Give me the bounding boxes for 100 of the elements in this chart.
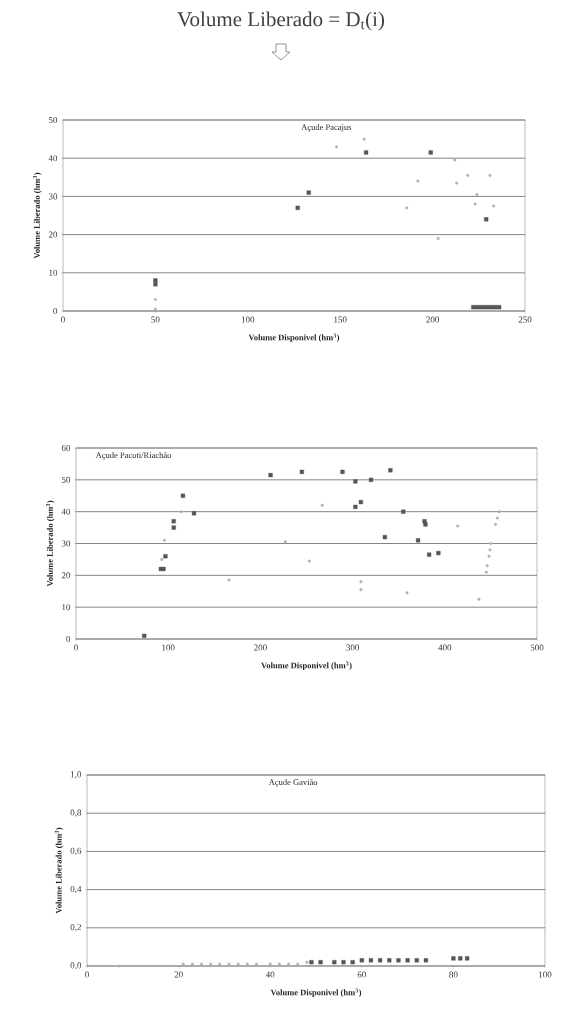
point	[474, 305, 480, 310]
point	[488, 173, 492, 177]
x-axis-title: Volume Disponivel (hm$^{3}$)	[248, 333, 340, 343]
y-tick-label: 1,0	[71, 771, 82, 779]
point	[456, 524, 460, 528]
point	[484, 570, 488, 574]
point	[493, 305, 498, 310]
point	[473, 202, 477, 206]
point	[485, 305, 491, 310]
point	[163, 554, 168, 559]
point	[191, 511, 197, 516]
x-tick-label: 250	[518, 316, 532, 323]
x-tick-label: 50	[151, 316, 160, 323]
point	[388, 468, 393, 473]
y-tick-label: 20	[61, 572, 71, 579]
point	[422, 519, 427, 524]
point	[405, 206, 409, 210]
point	[179, 510, 183, 514]
x-tick-label: 100	[241, 316, 255, 323]
chart-title: Volume Liberado = D$_{t}$(i)	[177, 11, 385, 31]
point	[489, 542, 493, 546]
point	[477, 597, 481, 601]
y-tick-label: 20	[48, 231, 58, 238]
point	[488, 548, 492, 552]
point	[415, 538, 421, 543]
point	[153, 282, 158, 287]
y-tick-label: 10	[62, 604, 71, 611]
x-tick-label: 40	[265, 971, 275, 978]
point	[478, 305, 483, 310]
y-tick-label: 0,0	[70, 962, 82, 970]
point	[455, 181, 459, 185]
point	[307, 559, 311, 563]
point	[268, 472, 273, 478]
x-axis-title: Volume Disponivel (hm$^{3}$)	[270, 988, 362, 998]
x-tick-label: 60	[357, 971, 366, 978]
y-tick-label: 30	[48, 193, 58, 200]
point	[363, 150, 369, 155]
point	[358, 500, 363, 505]
annotation: Açude Gavião	[268, 779, 318, 787]
y-axis-title: Volume Liberado (hm$^{3}$)	[46, 500, 55, 587]
point	[359, 580, 363, 584]
point	[153, 278, 158, 283]
x-tick-label: 80	[449, 971, 458, 978]
point	[405, 591, 409, 595]
y-tick-label: 0	[53, 307, 58, 315]
point	[401, 509, 406, 514]
x-tick-label: 300	[346, 644, 360, 651]
point	[416, 179, 420, 183]
point	[161, 566, 166, 572]
x-tick-label: 100	[162, 644, 175, 651]
x-tick-label: 400	[438, 644, 452, 651]
y-tick-label: 10	[49, 269, 58, 276]
point	[227, 578, 231, 582]
point	[495, 516, 499, 520]
point	[299, 469, 304, 474]
y-tick-label: 30	[61, 540, 71, 547]
y-axis-title: Volume Liberado (hm$^{3}$)	[54, 827, 64, 914]
point	[163, 538, 167, 542]
y-tick-label: 0,2	[70, 924, 81, 932]
point	[475, 192, 479, 196]
y-axis-title: Volume Liberado (hm$^{3}$)	[33, 172, 42, 259]
point	[171, 525, 176, 530]
point	[497, 510, 501, 514]
x-tick-label: 100	[539, 971, 552, 978]
point	[153, 298, 157, 302]
y-tick-label: 60	[61, 444, 71, 452]
x-tick-label: 20	[174, 971, 183, 978]
point	[428, 150, 433, 155]
point	[353, 504, 358, 509]
point	[489, 305, 494, 310]
point	[180, 493, 186, 498]
point	[283, 540, 287, 544]
x-tick-label: 500	[530, 644, 544, 651]
point	[382, 535, 387, 540]
point	[362, 137, 366, 141]
x-tick-label: 200	[254, 644, 267, 651]
y-tick-label: 40	[61, 508, 71, 515]
x-axis-title: Volume Disponivel (hm$^{3}$)	[261, 661, 352, 671]
y-tick-label: 50	[48, 116, 58, 124]
point	[466, 173, 470, 177]
point	[436, 236, 440, 240]
point	[492, 204, 496, 208]
point	[485, 564, 489, 568]
y-tick-label: 0	[66, 635, 71, 643]
point	[436, 550, 441, 556]
point	[153, 307, 157, 311]
point	[295, 205, 300, 210]
y-tick-label: 0,8	[70, 809, 82, 817]
x-tick-label: 0	[85, 971, 89, 978]
x-tick-label: 200	[426, 316, 440, 323]
point	[427, 552, 432, 557]
point	[171, 519, 176, 524]
y-tick-label: 40	[48, 155, 58, 162]
point	[335, 145, 339, 149]
point	[160, 557, 164, 561]
point	[320, 503, 324, 507]
annotation: Açude Pacoti/Riachão	[95, 452, 172, 460]
point	[453, 158, 457, 162]
annotation: Açude Pacajus	[301, 124, 352, 132]
point	[487, 554, 491, 558]
